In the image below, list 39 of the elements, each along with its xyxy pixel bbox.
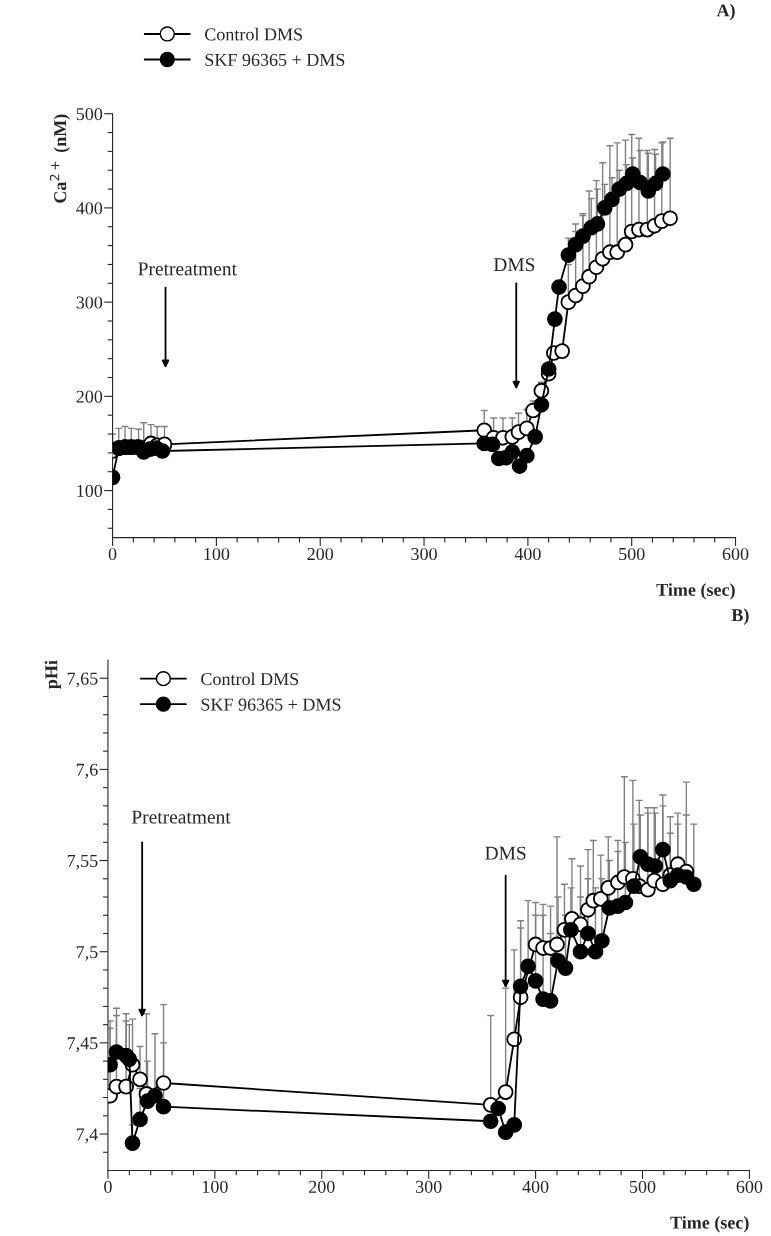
annotation: DMS — [485, 846, 526, 860]
x-axis-title: Time (sec) — [670, 1216, 749, 1233]
y-tick-label: 7,6 — [76, 763, 98, 779]
annotation: DMS — [493, 258, 535, 272]
x-tick-label: 200 — [307, 547, 334, 561]
y-axis-title: pHi — [44, 660, 62, 689]
x-tick-label: 100 — [202, 1180, 228, 1193]
x-tick-label: 0 — [104, 1180, 112, 1193]
legend-label: SKF 96365 + DMS — [201, 698, 341, 711]
x-tick-label: 500 — [630, 1180, 656, 1193]
y-tick-label: 7,5 — [76, 946, 98, 961]
x-tick-label: 500 — [619, 547, 645, 561]
x-tick-label: 400 — [522, 1180, 549, 1193]
y-tick-label: 7,55 — [67, 855, 98, 870]
x-tick-label: 0 — [108, 547, 117, 561]
y-tick-label: 400 — [76, 202, 103, 215]
chart-title: B) — [731, 608, 749, 625]
legend-label: Control DMS — [201, 672, 299, 686]
annotation: Pretreatment — [138, 262, 237, 276]
y-tick-label: 500 — [76, 107, 103, 121]
y-tick-label: 200 — [76, 390, 103, 403]
x-tick-label: 200 — [309, 1180, 335, 1193]
y-tick-label: 100 — [77, 484, 103, 497]
x-tick-label: 600 — [722, 547, 749, 561]
legend-label: SKF 96365 + DMS — [205, 53, 345, 66]
y-tick-label: 300 — [76, 296, 103, 309]
chart-title: A) — [716, 3, 735, 21]
x-tick-label: 400 — [514, 547, 541, 561]
annotation: Pretreatment — [131, 810, 231, 824]
y-tick-label: 7,65 — [67, 672, 98, 688]
x-axis-title: Time (sec) — [656, 583, 735, 600]
y-tick-label: 7,45 — [67, 1037, 98, 1052]
x-tick-label: 600 — [736, 1180, 763, 1193]
y-tick-label: 7,4 — [76, 1128, 98, 1144]
x-tick-label: 300 — [411, 547, 437, 561]
y-axis-title: Ca$^{2+}$ (nM) — [49, 114, 70, 203]
legend-label: Control DMS — [205, 27, 302, 41]
x-tick-label: 300 — [416, 1180, 442, 1193]
x-tick-label: 100 — [204, 547, 230, 561]
